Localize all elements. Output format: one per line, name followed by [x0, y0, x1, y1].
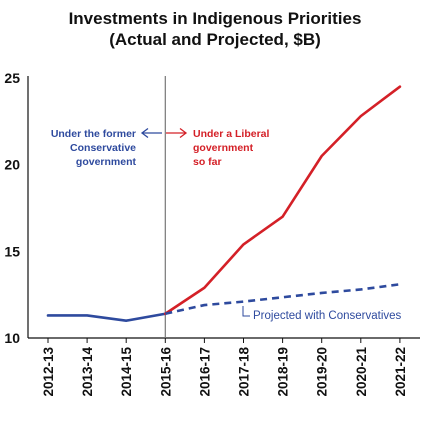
series-line-projected: [165, 282, 401, 316]
projected-callout-bracket: [242, 306, 250, 317]
y-tick-label: 10: [4, 330, 20, 346]
series-line-liberal: [164, 85, 402, 316]
arrow-left-head: [140, 127, 149, 139]
x-tick-label: 2018-19: [276, 347, 291, 397]
annotation-liberal-line-2: government: [193, 142, 254, 154]
x-axis-ticks: 2012-13 2013-14 2014-15 2015-16 2016-17 2017-…: [41, 338, 408, 397]
y-tick-label: 15: [4, 243, 20, 259]
y-tick-label: 25: [4, 70, 20, 86]
x-tick-label: 2015-16: [158, 347, 173, 397]
annotation-projected: Projected with Conservatives: [242, 306, 402, 322]
x-tick-label: 2021-22: [393, 347, 408, 397]
annotation-liberal-line-3: so far: [193, 156, 222, 168]
x-tick-label: 2017-18: [237, 347, 252, 397]
annotation-former-government: Under the former Conservative government: [51, 128, 137, 168]
y-axis-ticks: 10 15 20 25: [4, 70, 20, 346]
x-tick-label: 2012-13: [41, 347, 56, 397]
x-tick-label: 2013-14: [80, 347, 95, 397]
annotation-liberal-government: Under a Liberal government so far: [193, 128, 270, 168]
annotation-former-line-1: Under the former: [51, 128, 136, 140]
chart-title-line-1: Investments in Indigenous Priorities: [69, 9, 362, 28]
annotation-projected-label: Projected with Conservatives: [253, 310, 402, 322]
annotation-arrows: [140, 127, 188, 139]
x-tick-label: 2019-20: [315, 347, 330, 397]
chart-title-line-2: (Actual and Projected, $B): [109, 30, 321, 49]
annotation-former-line-2: Conservative: [70, 142, 136, 154]
arrow-right-head: [179, 127, 188, 139]
annotation-liberal-line-1: Under a Liberal: [193, 128, 270, 140]
y-tick-label: 20: [4, 157, 20, 173]
x-tick-label: 2014-15: [119, 347, 134, 397]
annotation-former-line-3: government: [76, 156, 137, 168]
x-tick-label: 2016-17: [197, 347, 212, 397]
series-layer: [46, 85, 402, 322]
series-line-historical: [46, 312, 167, 322]
x-tick-label: 2020-21: [354, 347, 369, 397]
